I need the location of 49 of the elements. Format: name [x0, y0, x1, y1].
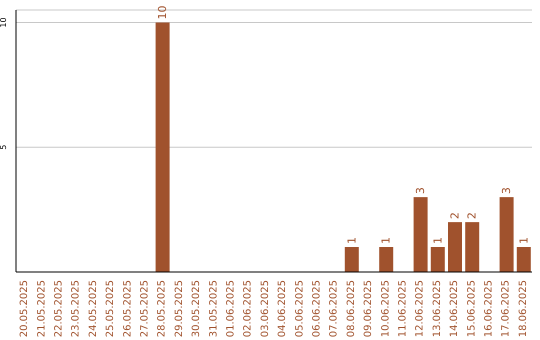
x-tick-label: 02.06.2025 [242, 280, 254, 338]
x-tick-label: 03.06.2025 [260, 280, 271, 338]
data-label: 1 [517, 237, 530, 244]
x-tick-label: 06.06.2025 [312, 280, 322, 338]
x-tick-label: 07.06.2025 [328, 280, 340, 338]
data-label: 10 [156, 5, 170, 20]
x-tick-label: 18.06.2025 [518, 280, 529, 338]
x-tick-label: 26.05.2025 [122, 280, 134, 338]
x-tick-label: 12.06.2025 [414, 280, 426, 338]
bar [448, 222, 462, 272]
data-label: 1 [345, 237, 358, 244]
x-tick-label: 28.05.2025 [156, 280, 168, 338]
bar [379, 247, 394, 272]
x-tick-label: 24.05.2025 [88, 280, 99, 338]
data-label: 3 [414, 187, 428, 194]
bar [465, 222, 480, 272]
x-tick-label: 16.06.2025 [484, 280, 494, 338]
x-tick-label: 30.05.2025 [191, 280, 202, 338]
x-tick-label: 20.05.2025 [19, 280, 30, 338]
x-tick-label: 09.06.2025 [363, 280, 374, 338]
data-label: 3 [500, 187, 514, 194]
x-tick-label: 21.05.2025 [36, 280, 48, 338]
bar [414, 197, 428, 272]
x-tick-label: 25.05.2025 [105, 280, 116, 338]
x-tick-label: 17.06.2025 [500, 280, 512, 338]
x-tick-label: 14.06.2025 [449, 280, 460, 338]
x-tick-label: 10.06.2025 [380, 280, 392, 338]
bar [430, 247, 445, 272]
x-tick-label: 05.06.2025 [294, 280, 306, 338]
bar [500, 197, 514, 272]
x-tick-label: 04.06.2025 [277, 280, 288, 338]
x-tick-label: 13.06.2025 [432, 280, 443, 338]
data-label: 1 [431, 237, 444, 244]
x-tick-label: 11.06.2025 [398, 280, 408, 338]
data-label: 2 [448, 212, 462, 220]
y-tick-label: 5 [0, 144, 8, 150]
x-tick-label: 01.06.2025 [226, 280, 236, 338]
bar [516, 247, 531, 272]
x-tick-label: 31.05.2025 [208, 280, 220, 338]
x-tick-label: 08.06.2025 [346, 280, 357, 338]
data-label: 1 [380, 237, 393, 244]
bar [156, 22, 170, 272]
bar [344, 247, 359, 272]
x-tick-label: 22.05.2025 [54, 280, 64, 338]
x-tick-label: 29.05.2025 [174, 280, 185, 338]
x-tick-label: 27.05.2025 [140, 280, 150, 338]
x-tick-label: 15.06.2025 [466, 280, 478, 338]
x-tick-label: 23.05.2025 [70, 280, 82, 338]
data-label: 2 [466, 212, 479, 220]
